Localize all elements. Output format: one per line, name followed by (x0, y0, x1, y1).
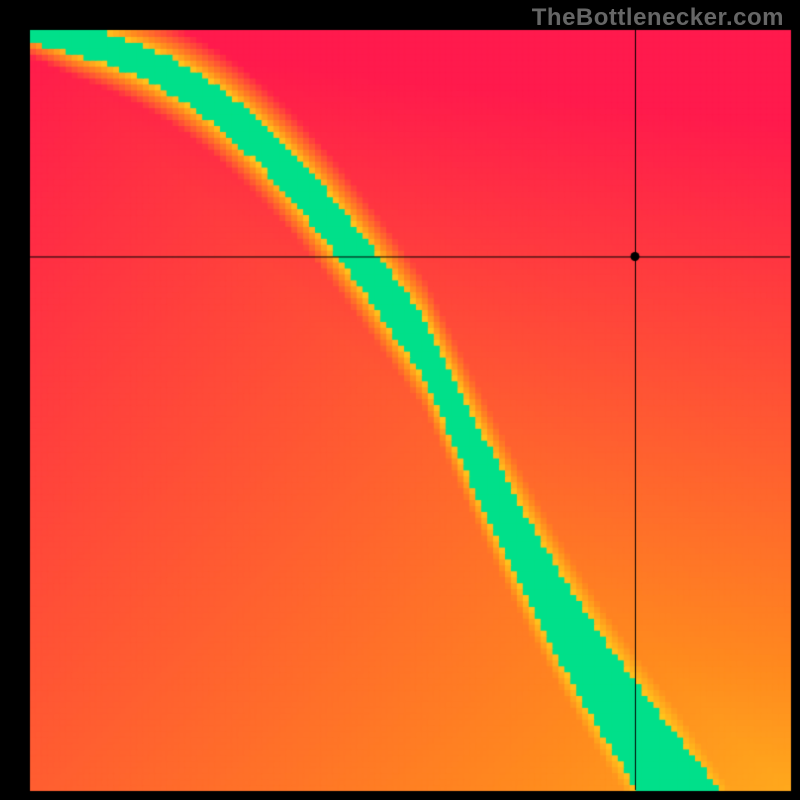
watermark-text: TheBottlenecker.com (532, 4, 784, 32)
bottleneck-heatmap (0, 0, 800, 800)
